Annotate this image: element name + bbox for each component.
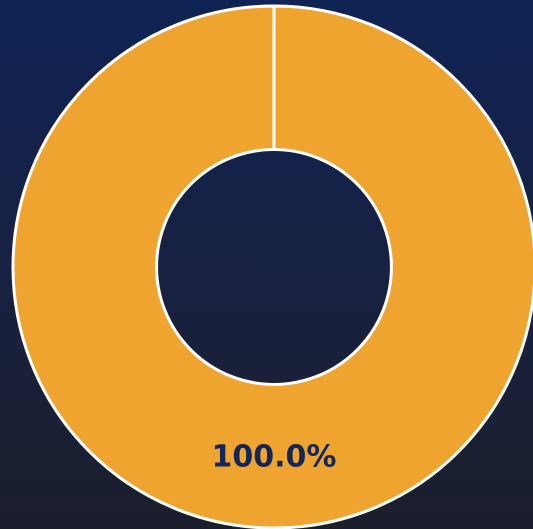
donut-slice <box>11 4 533 529</box>
value-label: 100.0% <box>212 440 337 475</box>
